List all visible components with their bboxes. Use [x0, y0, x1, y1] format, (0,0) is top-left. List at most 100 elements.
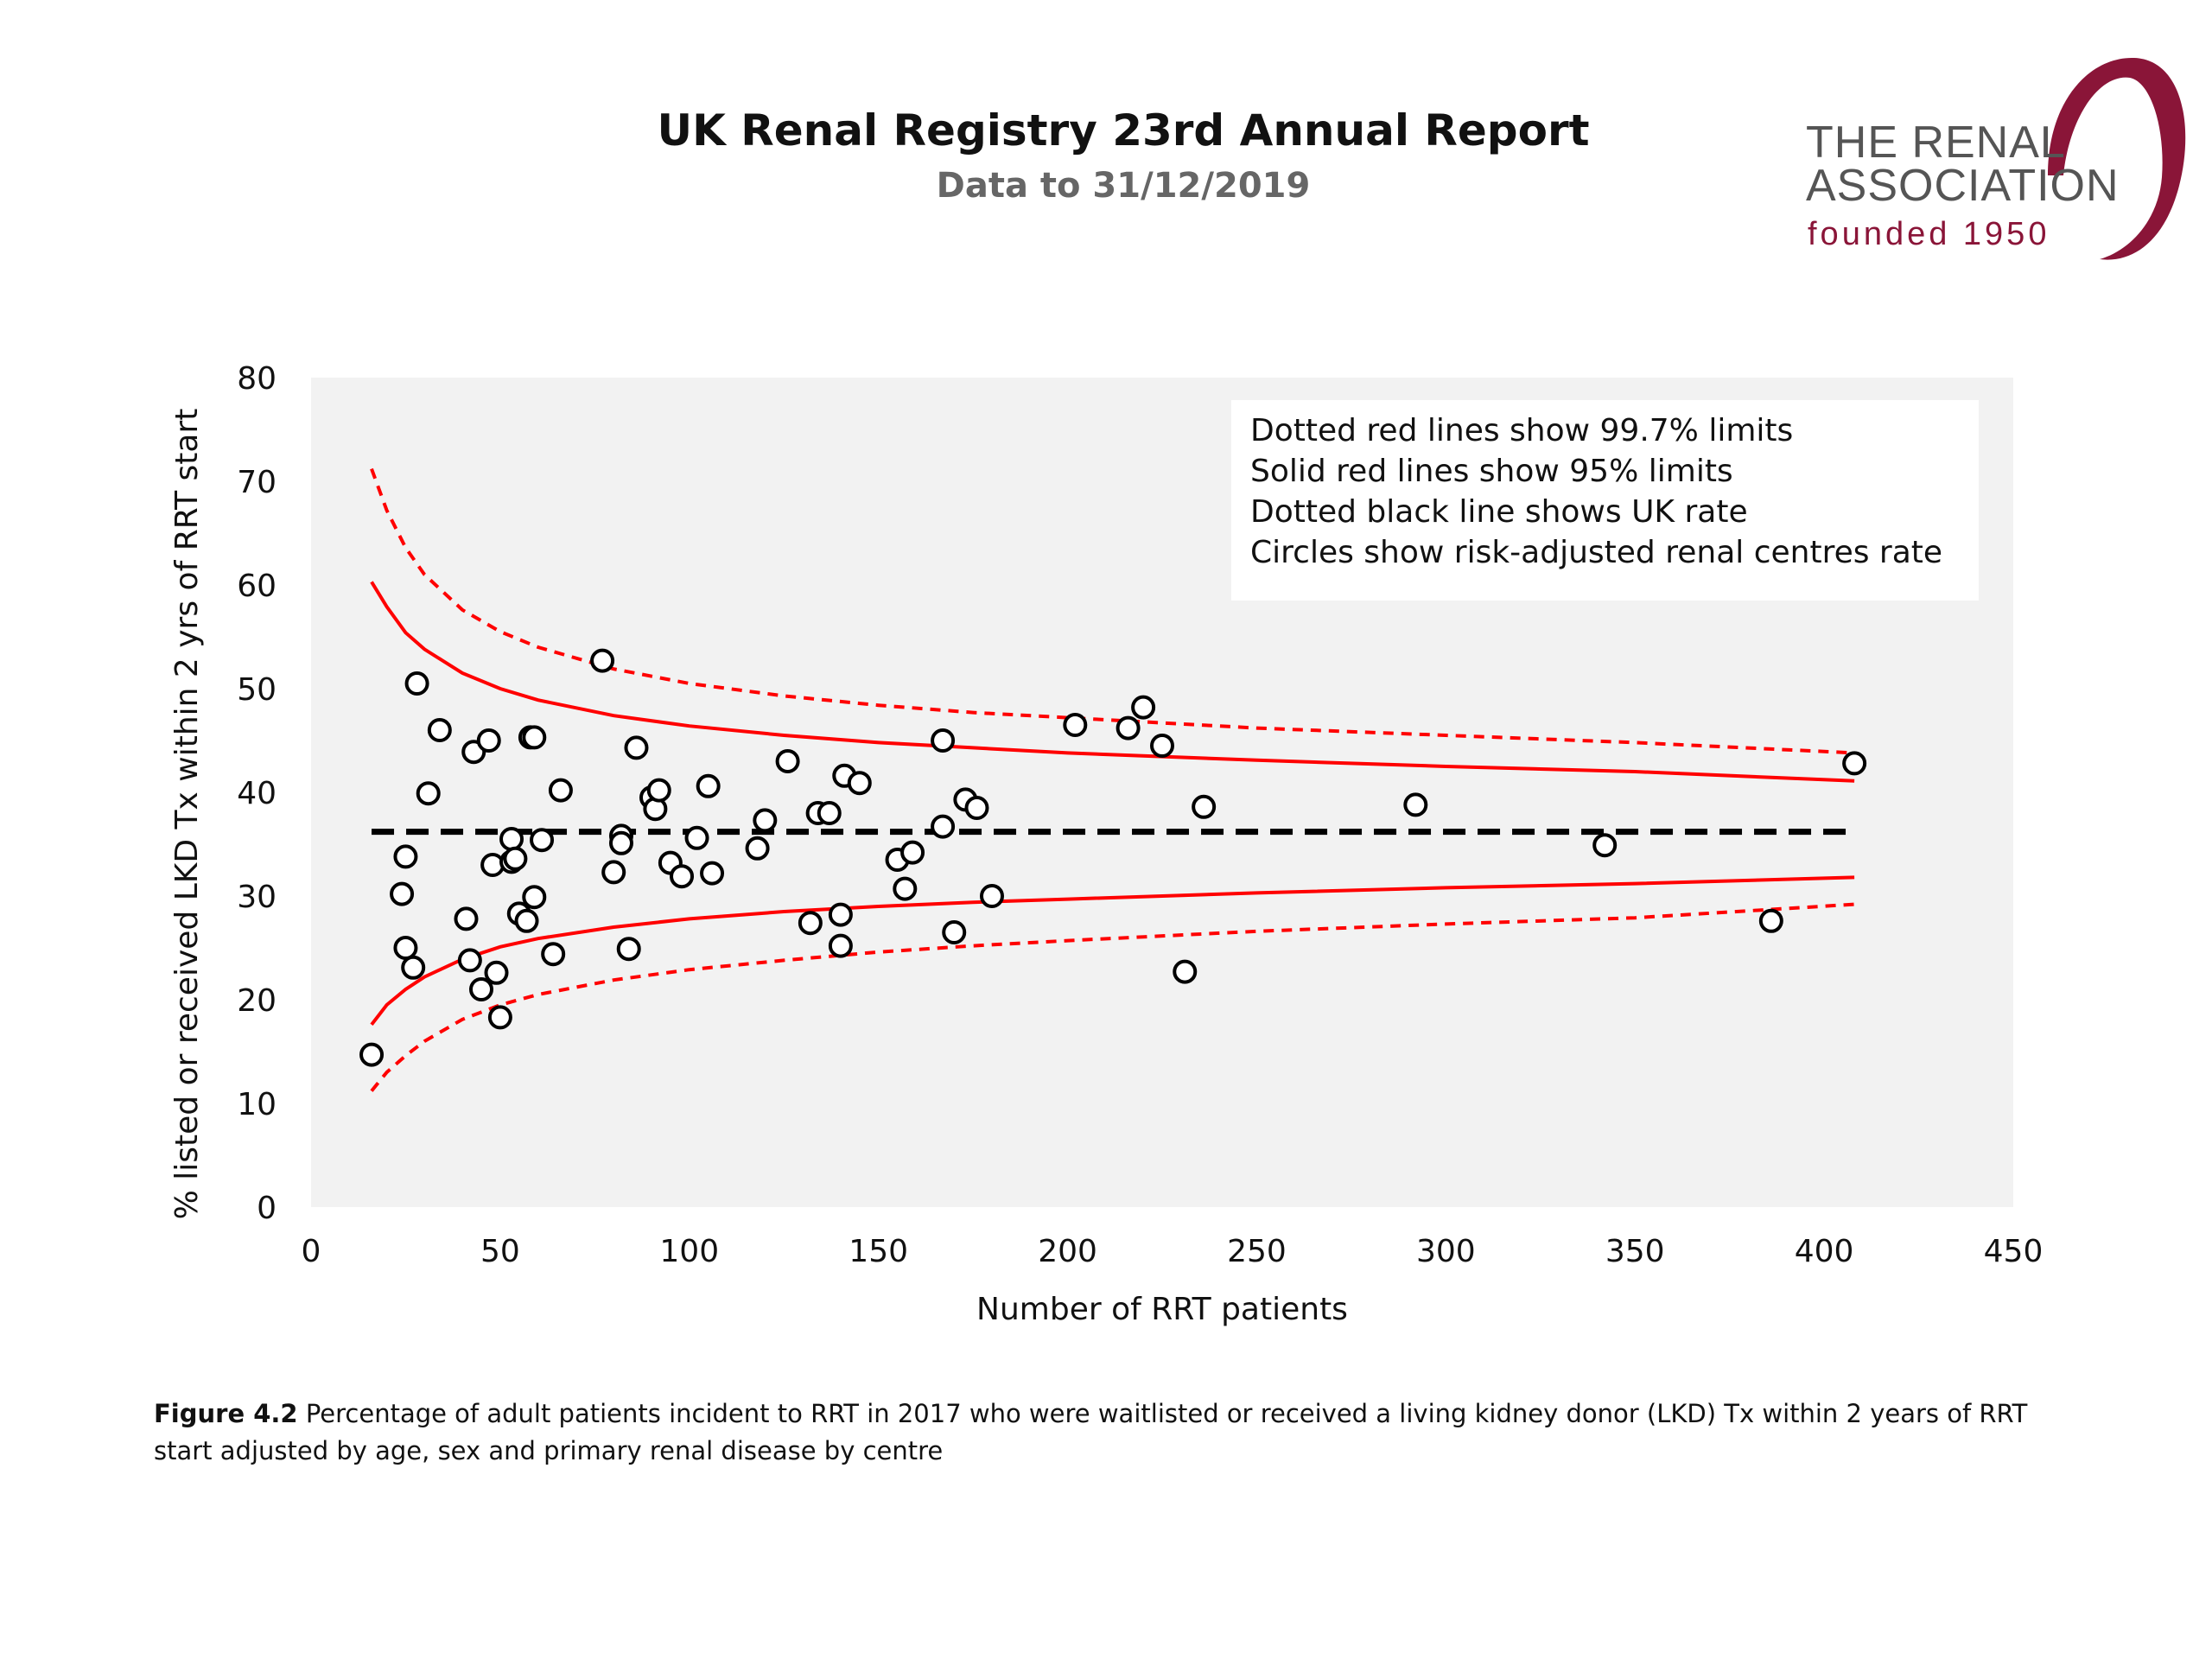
x-tick-label: 400	[1795, 1234, 1854, 1269]
centre-point	[469, 977, 493, 1001]
figure-caption-text: Percentage of adult patients incident to…	[154, 1399, 2028, 1465]
legend-line-uk-rate: Dotted black line shows UK rate	[1250, 494, 1748, 530]
y-tick-label: 30	[237, 880, 276, 915]
centre-point	[454, 906, 479, 931]
centre-point	[700, 861, 725, 886]
centre-point	[775, 749, 800, 773]
x-tick-label: 200	[1038, 1234, 1097, 1269]
centre-point	[745, 836, 770, 861]
x-axis-title: Number of RRT patients	[976, 1292, 1348, 1327]
x-tick-label: 50	[480, 1234, 520, 1269]
centre-point	[942, 920, 967, 944]
centre-point	[646, 778, 671, 803]
upper-997-limit-line	[370, 467, 1855, 755]
logo-text-line2: ASSOCIATION	[1806, 161, 2120, 211]
figure-label: Figure 4.2	[154, 1399, 298, 1428]
centre-point	[964, 796, 989, 820]
logo-text-line1: THE RENAL	[1806, 118, 2066, 168]
centre-point	[522, 885, 547, 910]
centre-point	[828, 902, 853, 927]
report-subtitle: Data to 31/12/2019	[936, 166, 1311, 206]
x-tick-label: 100	[659, 1234, 719, 1269]
centre-point	[1063, 713, 1088, 737]
y-tick-label: 10	[237, 1087, 276, 1122]
centre-point	[390, 881, 415, 906]
centre-point	[476, 728, 501, 753]
centre-point	[548, 778, 573, 803]
centre-point	[980, 884, 1004, 908]
figure-caption: Figure 4.2 Percentage of adult patients …	[154, 1395, 2089, 1470]
y-tick-labels: 0 10 20 30 40 50 60 70 80	[237, 361, 276, 1226]
x-tick-label: 350	[1605, 1234, 1665, 1269]
centre-point	[817, 801, 842, 825]
legend-line-circles: Circles show risk-adjusted renal centres…	[1250, 535, 1943, 570]
centre-points	[359, 648, 1867, 1067]
centre-point	[900, 840, 925, 865]
y-tick-label: 20	[237, 983, 276, 1019]
centre-point	[457, 948, 482, 973]
x-tick-label: 250	[1227, 1234, 1287, 1269]
centre-point	[427, 718, 452, 742]
centre-point	[931, 728, 956, 753]
x-tick-labels: 0 50 100 150 200 250 300 350 400 450	[302, 1234, 2044, 1269]
centre-point	[541, 942, 566, 967]
centre-point	[1403, 792, 1428, 817]
centre-point	[393, 844, 418, 869]
x-tick-label: 450	[1984, 1234, 2044, 1269]
centre-point	[684, 825, 709, 850]
centre-point	[514, 908, 539, 933]
centre-point	[1173, 959, 1198, 984]
centre-point	[359, 1042, 385, 1067]
centre-point	[798, 911, 823, 936]
centre-point	[1131, 695, 1156, 720]
centre-point	[616, 937, 641, 962]
y-axis-title: % listed or received LKD Tx within 2 yrs…	[169, 409, 205, 1220]
y-tick-label: 80	[237, 361, 276, 397]
y-tick-label: 0	[257, 1191, 276, 1226]
centre-point	[670, 864, 695, 889]
centre-point	[393, 936, 418, 960]
y-tick-label: 50	[237, 672, 276, 708]
renal-association-logo: THE RENAL ASSOCIATION founded 1950	[1789, 48, 2186, 272]
centre-point	[893, 876, 918, 901]
centre-point	[484, 960, 509, 985]
centre-point	[404, 671, 429, 696]
centre-point	[847, 771, 872, 796]
centre-point	[590, 648, 615, 673]
centre-point	[522, 725, 547, 750]
centre-point	[1150, 734, 1174, 758]
centre-point	[608, 830, 633, 855]
upper-95-limit-line	[370, 581, 1855, 783]
y-tick-label: 70	[237, 465, 276, 500]
y-tick-label: 60	[237, 569, 276, 604]
legend-line-997: Dotted red lines show 99.7% limits	[1250, 413, 1794, 448]
centre-point	[530, 828, 555, 853]
centre-point	[828, 933, 853, 958]
logo-swirl-icon	[2048, 57, 2186, 260]
centre-point	[503, 846, 528, 871]
lower-997-limit-line	[370, 902, 1855, 1092]
logo-text-line3: founded 1950	[1808, 216, 2050, 252]
y-tick-label: 40	[237, 776, 276, 811]
centre-point	[601, 860, 626, 885]
lower-95-limit-line	[370, 875, 1855, 1027]
centre-point	[1192, 794, 1217, 819]
x-tick-label: 0	[302, 1234, 321, 1269]
x-tick-label: 300	[1416, 1234, 1476, 1269]
centre-point	[624, 735, 649, 760]
chart-annotation-box: Dotted red lines show 99.7% limits Solid…	[1231, 400, 1979, 601]
x-tick-label: 150	[849, 1234, 908, 1269]
centre-point	[1758, 908, 1783, 933]
centre-point	[416, 781, 441, 806]
centre-point	[1842, 751, 1867, 776]
centre-point	[487, 1005, 512, 1030]
legend-line-95: Solid red lines show 95% limits	[1250, 454, 1733, 489]
centre-point	[696, 773, 721, 798]
centre-point	[1116, 715, 1141, 741]
centre-point	[931, 814, 956, 839]
centre-point	[401, 955, 426, 980]
centre-point	[753, 808, 778, 833]
centre-point	[1592, 833, 1618, 858]
report-title: UK Renal Registry 23rd Annual Report	[657, 105, 1590, 156]
centre-point	[499, 827, 524, 851]
